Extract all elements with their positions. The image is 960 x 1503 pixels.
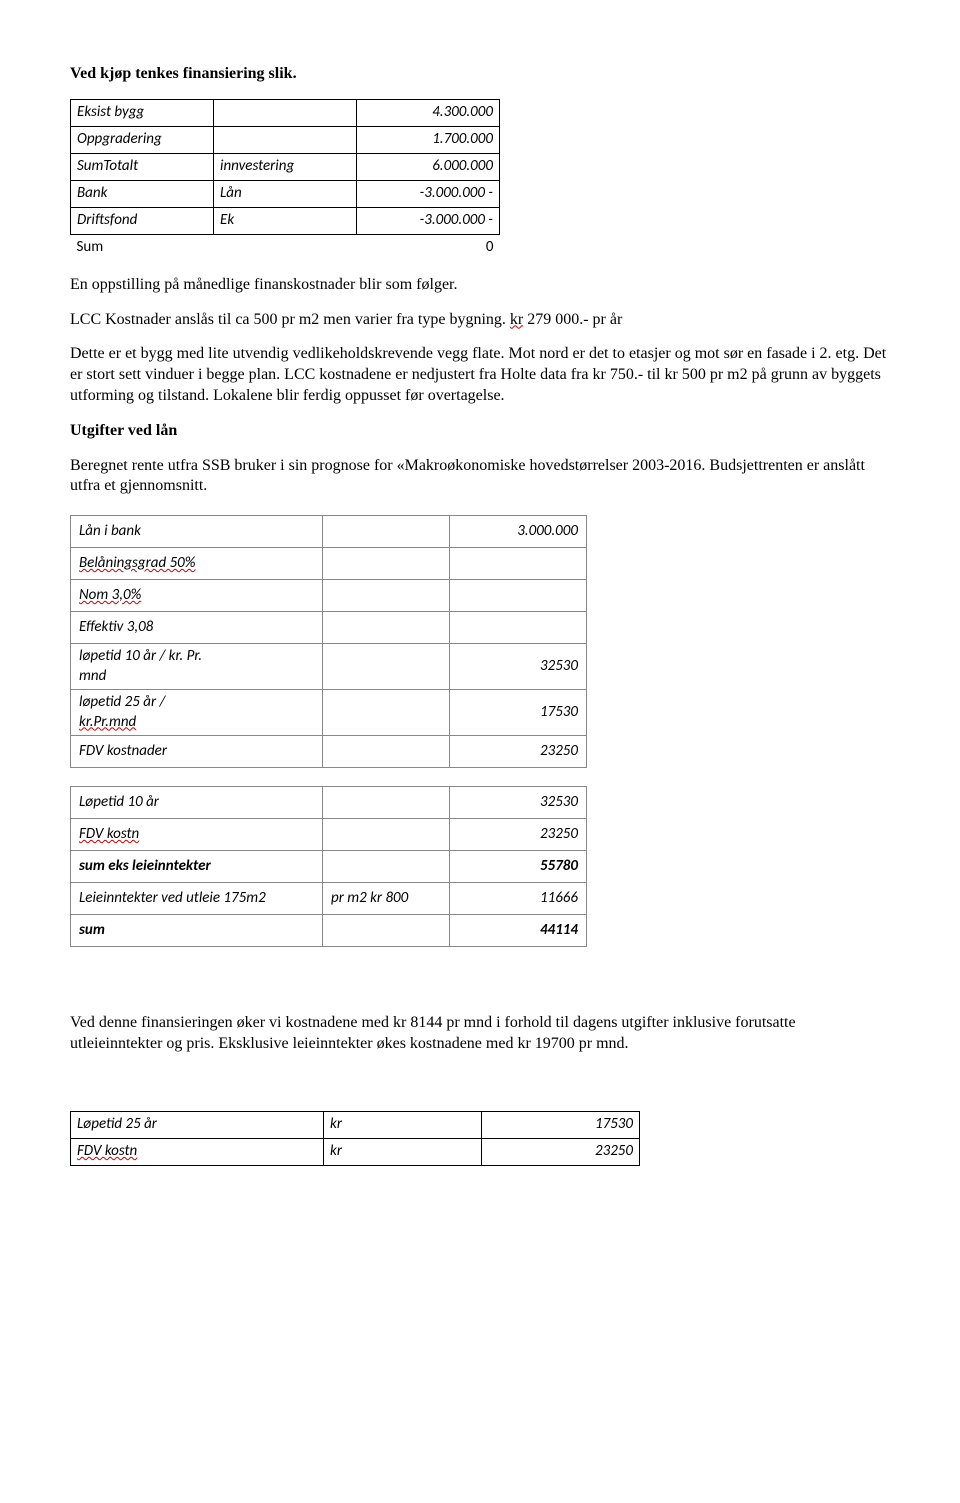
table-cell: innvestering <box>214 153 357 180</box>
para-financing-effect: Ved denne finansieringen øker vi kostnad… <box>70 1013 890 1055</box>
loan-table-b: Løpetid 10 år 32530 FDV kostn 23250 sum eks … <box>70 786 587 947</box>
table-cell: Belåningsgrad 50% <box>71 548 323 580</box>
para-lcc-wavy: kr <box>510 311 523 328</box>
table-cell: 32530 <box>450 644 587 690</box>
para-lcc-pre: LCC Kostnader anslås til ca 500 pr m2 me… <box>70 311 510 328</box>
table-cell: FDV kostn <box>71 819 323 851</box>
table-cell: 0 <box>357 234 500 261</box>
table-cell <box>323 644 450 690</box>
table-cell <box>323 787 450 819</box>
table-cell: -3.000.000 - <box>357 207 500 234</box>
table-cell: 55780 <box>450 851 587 883</box>
para-rate-pre: Beregnet rente utfra <box>70 457 202 474</box>
table-cell: Ek <box>214 207 357 234</box>
heading-financing: Ved kjøp tenkes finansiering slik. <box>70 64 890 85</box>
table-cell <box>323 819 450 851</box>
table-cell <box>450 612 587 644</box>
table-cell: FDV kostn <box>71 1138 324 1165</box>
table-cell: pr m2 kr 800 <box>323 883 450 915</box>
table-cell: Lån <box>214 180 357 207</box>
table-cell: Sum <box>71 234 214 261</box>
table-cell: Nom 3,0% <box>71 580 323 612</box>
table-cell: Lån i bank <box>71 516 323 548</box>
table-cell: -3.000.000 - <box>357 180 500 207</box>
table-cell: løpetid 25 år /kr.Pr.mnd <box>71 690 323 736</box>
table-cell <box>323 915 450 947</box>
table-cell <box>214 126 357 153</box>
table-cell <box>323 612 450 644</box>
table-cell: Bank <box>71 180 214 207</box>
table-cell <box>323 516 450 548</box>
table-cell <box>323 580 450 612</box>
table-cell <box>214 99 357 126</box>
table-cell <box>450 548 587 580</box>
table-cell: Løpetid 10 år <box>71 787 323 819</box>
table-cell: 4.300.000 <box>357 99 500 126</box>
table-cell: 11666 <box>450 883 587 915</box>
table-cell: 44114 <box>450 915 587 947</box>
financing-table: Eksist bygg 4.300.000 Oppgradering 1.700.00… <box>70 99 500 261</box>
loan-table-a: Lån i bank 3.000.000 Belåningsgrad 50%Nom … <box>70 515 587 768</box>
para-lcc: LCC Kostnader anslås til ca 500 pr m2 me… <box>70 310 890 331</box>
table-cell: 17530 <box>482 1111 640 1138</box>
table-cell: sum <box>71 915 323 947</box>
para-intro-costs: En oppstilling på månedlige finanskostna… <box>70 275 890 296</box>
table-cell: Eksist bygg <box>71 99 214 126</box>
para-lcc-post: 279 000.- pr år <box>523 311 622 328</box>
table-cell <box>450 580 587 612</box>
para-building-desc: Dette er et bygg med lite utvendig vedli… <box>70 344 890 406</box>
table-cell <box>323 851 450 883</box>
table-cell: 1.700.000 <box>357 126 500 153</box>
loan-table-c: Løpetid 25 årkr17530 FDV kostnkr23250 <box>70 1111 640 1166</box>
table-cell: 23250 <box>450 819 587 851</box>
table-cell: kr <box>324 1111 482 1138</box>
table-cell: sum eks leieinntekter <box>71 851 323 883</box>
table-cell: FDV kostnader <box>71 736 323 768</box>
table-cell: 6.000.000 <box>357 153 500 180</box>
table-cell: Driftsfond <box>71 207 214 234</box>
table-cell: 3.000.000 <box>450 516 587 548</box>
table-cell: Oppgradering <box>71 126 214 153</box>
table-cell: 23250 <box>450 736 587 768</box>
table-cell: 17530 <box>450 690 587 736</box>
table-cell: Effektiv 3,08 <box>71 612 323 644</box>
table-cell: 32530 <box>450 787 587 819</box>
table-cell <box>323 736 450 768</box>
table-cell <box>323 548 450 580</box>
table-cell: Løpetid 25 år <box>71 1111 324 1138</box>
para-rate-source: Beregnet rente utfra SSB bruker i sin pr… <box>70 456 890 498</box>
table-cell: 23250 <box>482 1138 640 1165</box>
table-cell: løpetid 10 år / kr. Pr.mnd <box>71 644 323 690</box>
table-cell: kr <box>324 1138 482 1165</box>
table-cell <box>214 234 357 261</box>
heading-loan-expenses: Utgifter ved lån <box>70 421 890 442</box>
table-cell: SumTotalt <box>71 153 214 180</box>
table-cell <box>323 690 450 736</box>
table-cell: Leieinntekter ved utleie 175m2 <box>71 883 323 915</box>
